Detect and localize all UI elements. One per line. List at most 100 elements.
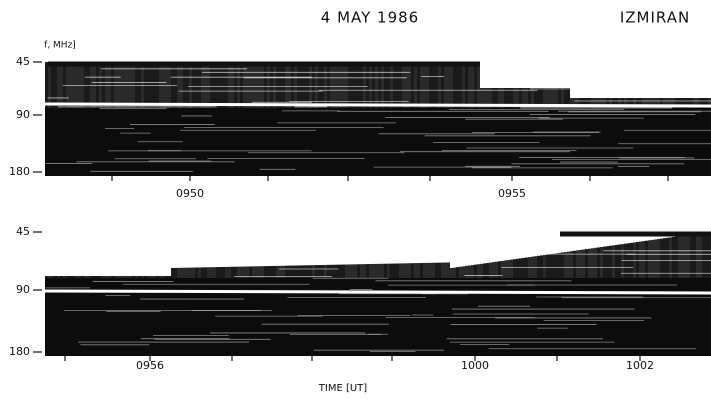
spectrum-column	[114, 62, 117, 108]
y-axis-label: f, MHz]	[44, 41, 76, 51]
spectrum-column	[147, 62, 150, 108]
spectrum-column	[378, 62, 381, 108]
spectrum-column	[423, 62, 426, 108]
spectrum-column	[351, 62, 354, 108]
spectrum-gap	[44, 289, 711, 295]
spectrum-column	[708, 98, 711, 108]
spectrum-column	[312, 62, 315, 108]
spectrum-column	[333, 62, 336, 108]
spectrum-column	[393, 62, 396, 108]
spectrum-column	[147, 276, 150, 278]
spectrum-column	[360, 62, 363, 108]
spectrum-column	[489, 88, 492, 108]
spectrum-column	[159, 62, 162, 108]
spectrum-column	[528, 88, 531, 108]
spectrum-column	[675, 236, 678, 278]
spectrum-column	[435, 262, 438, 278]
spectrum-column	[255, 266, 258, 278]
spectrum-column	[357, 264, 360, 278]
spectrum-column	[600, 98, 603, 108]
spectrum-column	[237, 266, 240, 278]
spectrum-column	[315, 62, 318, 108]
spectrum-column	[57, 62, 60, 108]
x-tick-label: 0955	[498, 187, 526, 200]
spectrum-column	[396, 263, 399, 278]
spectrum-column	[414, 62, 417, 108]
spectrum-column	[282, 265, 285, 278]
panel-bottom: 45 90 180 0956 1000 1002	[9, 225, 711, 372]
spectrum-column	[432, 62, 435, 108]
spectrum-column	[438, 62, 441, 108]
spectrum-column	[549, 88, 552, 108]
spectrum-column	[294, 265, 297, 278]
spectrum-column	[585, 249, 588, 278]
spectrum-column	[102, 276, 105, 278]
spectrum-column	[486, 262, 489, 278]
spectrum-column	[534, 256, 537, 278]
spectrum-column	[576, 250, 579, 278]
spectrum-column	[657, 98, 660, 108]
spectrum-column	[303, 265, 306, 278]
spectrum-column	[384, 62, 387, 108]
spectrum-column	[498, 88, 501, 108]
spectrum-column	[90, 276, 93, 278]
spectrum-column	[567, 251, 570, 278]
spectrum-column	[318, 265, 321, 278]
spectrum-column	[525, 88, 528, 108]
spectrum-column	[219, 62, 222, 108]
spectrum-column	[402, 263, 405, 278]
spectrum-column	[60, 276, 63, 278]
spectrum-column	[180, 62, 183, 108]
spectrum-column	[390, 263, 393, 278]
spectrum-column	[699, 233, 702, 278]
spectrum-column	[207, 62, 210, 108]
spectrum-column	[618, 244, 621, 278]
spectrum-column	[108, 62, 111, 108]
spectrum-column	[477, 62, 480, 108]
spectrum-column	[348, 264, 351, 278]
spectrum-column	[357, 62, 360, 108]
spectrum-column	[105, 276, 108, 278]
spectrum-column	[51, 62, 54, 108]
spectrum-column	[369, 264, 372, 278]
spectrum-column	[234, 266, 237, 278]
spectrum-column	[591, 248, 594, 278]
spectrum-column	[654, 239, 657, 278]
spectrum-column	[57, 276, 60, 278]
spectrum-column	[696, 233, 699, 278]
spectrum-column	[183, 62, 186, 108]
spectrum-column	[465, 265, 468, 278]
y-tick-label: 90	[16, 283, 30, 296]
spectrum-column	[288, 265, 291, 278]
spectrum-column	[627, 98, 630, 108]
spectrum-column	[708, 231, 711, 278]
spectrum-column	[111, 276, 114, 278]
spectrum-column	[114, 276, 117, 278]
spectrum-column	[306, 62, 309, 108]
spectrum-column	[81, 62, 84, 108]
spectrum-column	[540, 255, 543, 278]
spectrum-column	[393, 263, 396, 278]
spectrum-column	[78, 276, 81, 278]
spectrum-column	[273, 265, 276, 278]
spectrum-column	[582, 249, 585, 278]
spectrum-column	[282, 62, 285, 108]
y-tick-label: 180	[9, 345, 30, 358]
spectrum-column	[510, 259, 513, 278]
spectrum-column	[450, 268, 453, 278]
spectrum-column	[696, 98, 699, 108]
spectrum-column	[240, 266, 243, 278]
spectrum-column	[375, 62, 378, 108]
spectrum-column	[459, 62, 462, 108]
spectrum-column	[291, 62, 294, 108]
spectrum-column	[411, 62, 414, 108]
spectrum-column	[537, 255, 540, 278]
spectrum-column	[348, 62, 351, 108]
spectrum-column	[258, 62, 261, 108]
spectrum-column	[609, 98, 612, 108]
spectrum-column	[87, 62, 90, 108]
spectrum-column	[657, 239, 660, 278]
spectrum-column	[462, 266, 465, 278]
x-tick-label: 1000	[461, 359, 489, 372]
spectrum-column	[156, 62, 159, 108]
